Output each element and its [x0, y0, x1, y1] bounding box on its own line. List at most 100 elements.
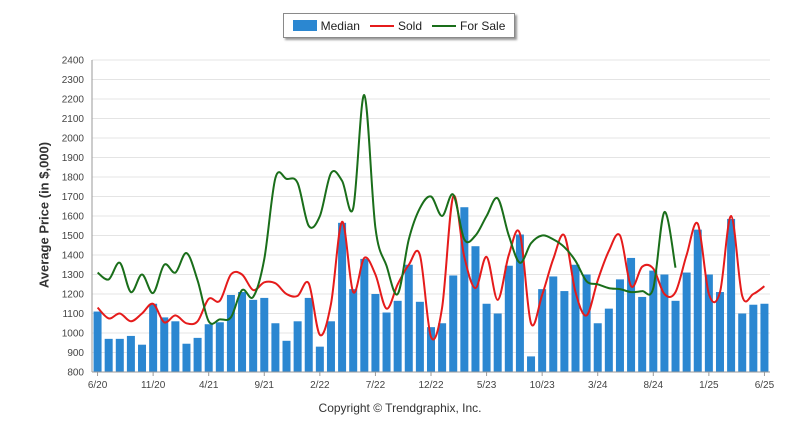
y-tick-label: 1700 — [62, 192, 85, 203]
median-bar — [226, 294, 235, 372]
x-tick-label: 1/25 — [699, 380, 719, 391]
median-bar — [315, 346, 324, 372]
median-bar — [727, 218, 736, 372]
median-bar — [126, 335, 135, 372]
median-bar — [660, 274, 669, 372]
median-bar — [571, 264, 580, 372]
median-bar — [349, 289, 358, 372]
x-tick-label: 6/20 — [88, 380, 108, 391]
grid-lines — [92, 59, 770, 373]
median-bar — [204, 324, 213, 372]
y-tick-labels: 800 900 1000 1100 1200 1300 1400 1500 1600 1700 18… — [62, 56, 85, 379]
median-bar — [704, 274, 713, 372]
x-tick-label: 9/21 — [255, 380, 275, 391]
y-tick-label: 1300 — [62, 270, 85, 281]
median-bar — [326, 321, 335, 372]
median-bar — [138, 344, 147, 372]
median-bar — [160, 317, 169, 372]
x-tick-label: 10/23 — [530, 380, 555, 391]
median-bar — [438, 323, 447, 372]
median-bar — [682, 272, 691, 372]
median-bar — [360, 258, 369, 372]
median-bar — [371, 294, 380, 372]
y-tick-label: 900 — [67, 348, 84, 359]
y-tick-label: 800 — [67, 368, 84, 379]
median-bar — [260, 297, 269, 372]
median-bar — [338, 222, 347, 372]
copyright-text: Copyright © Trendgraphix, Inc. — [318, 401, 482, 415]
legend-label: Sold — [397, 18, 423, 33]
x-tick-label: 2/22 — [310, 380, 330, 391]
median-bar — [515, 234, 524, 372]
y-tick-label: 2300 — [62, 75, 85, 86]
median-bar — [271, 323, 280, 372]
median-bar — [615, 279, 624, 372]
median-bar — [649, 270, 658, 372]
median-bar — [449, 275, 458, 372]
median-bar — [393, 300, 402, 372]
median-bar — [149, 303, 158, 372]
median-bar — [182, 343, 191, 372]
legend-swatch — [292, 20, 317, 31]
median-bar — [593, 323, 602, 372]
legend: Median Sold For Sale — [283, 13, 515, 38]
median-bar — [104, 338, 113, 372]
y-tick-label: 1000 — [62, 329, 85, 340]
median-bar — [193, 337, 202, 372]
x-tick-label: 11/20 — [141, 380, 166, 391]
median-bar — [504, 265, 513, 372]
y-tick-label: 2400 — [62, 56, 85, 67]
y-tick-label: 1500 — [62, 231, 85, 242]
median-bar — [382, 312, 391, 372]
x-tick-label: 7/22 — [366, 380, 386, 391]
y-tick-label: 1400 — [62, 251, 85, 262]
legend-item-sold: Sold — [369, 18, 423, 33]
series-lines — [96, 94, 766, 341]
median-bar — [415, 301, 424, 372]
median-bar — [249, 299, 258, 372]
x-tick-label: 3/24 — [588, 380, 608, 391]
median-bar — [738, 313, 747, 372]
median-bar — [549, 276, 558, 372]
median-bar — [538, 289, 547, 372]
median-bar — [426, 327, 436, 372]
y-tick-label: 1800 — [62, 173, 85, 184]
x-tick-label: 6/25 — [755, 380, 775, 391]
median-bar — [693, 229, 702, 372]
legend-item-for-sale: For Sale — [432, 19, 505, 33]
legend-swatch — [369, 24, 394, 27]
median-bar — [115, 338, 124, 372]
median-bar — [627, 257, 636, 372]
median-bar — [527, 356, 536, 372]
x-tick-labels: 6/20 11/20 4/21 9/21 2/22 7/22 12/22 5/23 10/23 3… — [88, 380, 775, 391]
y-tick-label: 2200 — [62, 95, 85, 106]
legend-item-median: Median — [292, 18, 360, 33]
x-tick-label: 12/22 — [418, 380, 443, 391]
median-bar — [582, 274, 591, 372]
median-bar — [760, 303, 769, 372]
median-bar — [493, 313, 502, 372]
median-bar — [460, 207, 469, 372]
median-bar — [482, 303, 491, 372]
median-bar — [471, 246, 480, 372]
median-bar — [560, 291, 569, 372]
median-bar — [638, 296, 647, 372]
legend-swatch — [432, 24, 457, 27]
y-tick-label: 1600 — [62, 212, 85, 223]
median-bar — [715, 292, 724, 372]
median-bar — [604, 308, 613, 372]
median-bar — [671, 300, 680, 372]
y-tick-label: 1100 — [62, 309, 84, 320]
median-bar — [282, 340, 291, 372]
median-bar — [304, 297, 313, 372]
median-bar — [293, 321, 302, 372]
y-tick-label: 2000 — [62, 134, 85, 145]
y-axis-label: Average Price (in $,000) — [36, 141, 52, 289]
legend-label: Median — [320, 18, 360, 33]
median-bar — [404, 264, 413, 372]
x-tick-label: 5/23 — [477, 380, 497, 391]
median-bar — [215, 322, 224, 372]
median-bar — [238, 292, 247, 372]
legend-label: For Sale — [460, 18, 506, 33]
